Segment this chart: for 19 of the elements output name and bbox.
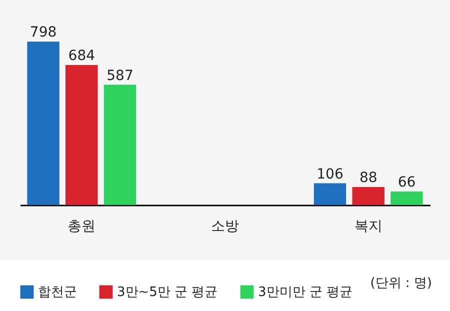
x-tick-label: 총원 — [68, 218, 96, 234]
bar — [352, 186, 384, 205]
bar — [390, 191, 423, 205]
data-label: 798 — [30, 24, 57, 41]
data-label: 88 — [359, 170, 378, 186]
bar — [27, 42, 60, 205]
data-label: 587 — [106, 68, 134, 84]
data-label: 66 — [398, 174, 416, 190]
data-label: 684 — [68, 48, 96, 64]
legend-label: 3만~5만 군 평균 — [117, 285, 218, 300]
bar — [66, 64, 98, 205]
text: (단위 : 명) — [370, 275, 432, 292]
bar — [104, 84, 136, 205]
legend-label: 합천군 — [38, 285, 77, 300]
legend-label: 3만미만 군 평균 — [258, 285, 353, 300]
data-label: 106 — [316, 166, 344, 182]
x-tick-label: 복지 — [354, 218, 382, 234]
bar — [314, 183, 346, 205]
x-tick-label: 소방 — [211, 218, 239, 234]
